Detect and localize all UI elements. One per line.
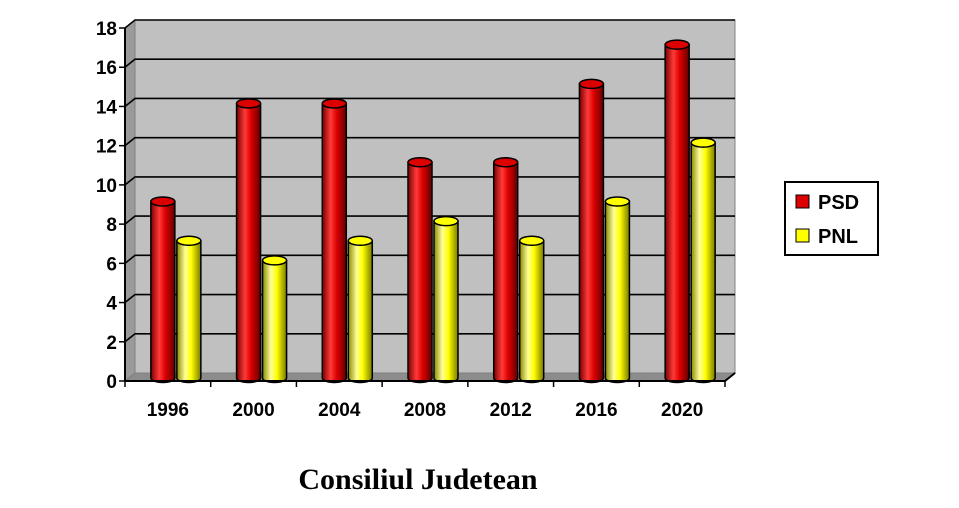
bar-pnl-2004 <box>347 235 374 384</box>
bar-pnl-2016 <box>604 196 631 384</box>
bar-pnl-2008 <box>433 215 459 384</box>
bar-psd-2000 <box>235 98 262 384</box>
gridline <box>124 58 735 68</box>
bar-psd-2012 <box>492 157 519 384</box>
x-tick-label: 2020 <box>661 400 703 421</box>
y-axis-ticks: 0 2 4 6 8 10 12 14 16 18 <box>96 19 125 393</box>
y-tick-label: 14 <box>96 97 118 118</box>
x-tick-label: 2008 <box>404 400 446 421</box>
y-tick-label: 16 <box>96 58 117 79</box>
y-tick-label: 4 <box>106 294 117 315</box>
bar-pnl-2020 <box>690 137 716 384</box>
y-tick-label: 12 <box>96 137 117 158</box>
bar-pnl-2012 <box>518 235 545 384</box>
bars <box>150 39 716 384</box>
bar-pnl-1996 <box>176 235 202 384</box>
gridline <box>124 97 735 108</box>
x-axis-ticks: 1996 2000 2004 2008 2012 2016 2020 <box>124 381 726 421</box>
x-tick-label: 1996 <box>147 400 189 421</box>
legend-swatch-psd <box>795 194 810 209</box>
bar-psd-2008 <box>407 157 433 384</box>
y-tick-label: 8 <box>106 215 117 236</box>
gridline <box>124 215 735 225</box>
x-tick-label: 2016 <box>575 400 617 421</box>
legend: PSD PNL <box>784 181 879 256</box>
y-tick-label: 10 <box>96 176 117 197</box>
x-tick-label: 2000 <box>232 400 274 421</box>
bar-psd-2016 <box>578 78 605 384</box>
legend-label-psd: PSD <box>818 192 859 214</box>
legend-label-pnl: PNL <box>818 226 858 248</box>
gridline <box>124 136 735 147</box>
gridline <box>124 19 735 29</box>
y-tick-label: 18 <box>96 19 117 40</box>
bar-psd-2020 <box>664 39 690 384</box>
x-tick-label: 2012 <box>490 400 532 421</box>
legend-box <box>784 181 879 256</box>
y-tick-label: 2 <box>106 333 117 354</box>
bar-psd-1996 <box>150 196 176 384</box>
plot-side-wall <box>124 18 136 383</box>
chart-title: Consiliul Judetean <box>298 463 538 496</box>
y-tick-label: 6 <box>106 254 117 275</box>
y-tick-label: 0 <box>106 372 117 393</box>
gridline <box>124 176 735 186</box>
legend-swatch-pnl <box>795 228 810 243</box>
bar-psd-2004 <box>321 98 348 384</box>
bar-pnl-2000 <box>261 255 288 384</box>
x-axis-depth-line <box>724 372 736 382</box>
x-tick-label: 2004 <box>318 400 361 421</box>
axes <box>124 28 736 382</box>
